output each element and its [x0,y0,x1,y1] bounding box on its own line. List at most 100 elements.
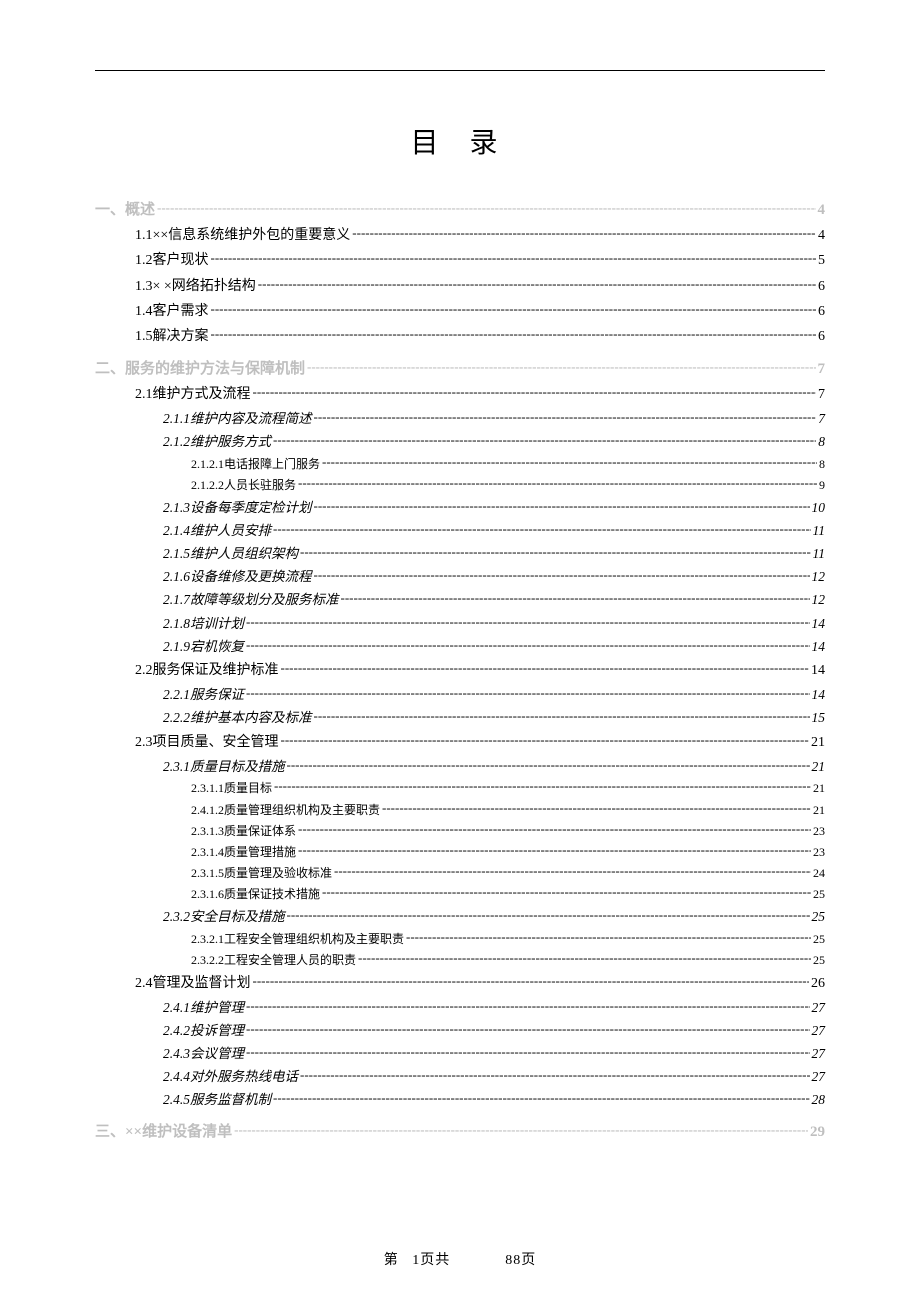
toc-row: 2.4.1维护管理 27 [95,998,825,1014]
toc-page-number: 27 [812,1047,826,1061]
toc-label: 1.3× ×网络拓扑结构 [135,280,256,294]
toc-row: 2.1.6设备维修及更换流程 12 [95,568,825,584]
toc-page-number: 6 [818,330,825,344]
toc-row: 2.3.2.1工程安全管理组织机构及主要职责 25 [95,931,825,945]
toc-label: 2.2.1服务保证 [163,688,244,702]
toc-label: 2.3.1.3质量保证体系 [191,825,296,837]
toc-label: 2.3.1.1质量目标 [191,782,272,794]
toc-page-number: 14 [811,664,825,678]
toc-page-number: 14 [812,688,826,702]
toc-label: 2.1.2维护服务方式 [163,435,271,449]
toc-page-number: 8 [819,458,825,470]
toc-row: 2.3.1.3质量保证体系 23 [95,823,825,837]
toc-row: 2.3.1质量目标及措施 21 [95,757,825,773]
toc-page-number: 29 [810,1125,825,1140]
toc-page-number: 25 [813,933,825,945]
toc-label: 2.4管理及监督计划 [135,977,251,991]
toc-row: 2.3.1.6质量保证技术措施 25 [95,886,825,900]
toc-label: 2.4.1维护管理 [163,1001,244,1015]
toc-leader [253,384,817,398]
toc-label: 二、服务的维护方法与保障机制 [95,362,305,377]
toc-page-number: 23 [813,825,825,837]
toc-leader [322,456,817,468]
toc-page-number: 24 [813,867,825,879]
toc-page-number: 8 [818,435,825,449]
toc-leader [406,931,811,943]
toc-label: 2.3.1质量目标及措施 [163,760,285,774]
footer-mid2: 页 [521,1253,536,1268]
toc-page-number: 27 [812,1070,826,1084]
toc-leader [298,844,811,856]
toc-page-number: 10 [812,501,826,515]
toc-row: 2.1.2.1电话报障上门服务 8 [95,456,825,470]
toc-row: 2.4.5服务监督机制 28 [95,1091,825,1107]
toc-page-number: 21 [813,804,825,816]
toc-page-number: 7 [818,412,825,426]
toc-label: 2.3.1.5质量管理及验收标准 [191,867,332,879]
toc-row: 2.1维护方式及流程 7 [95,384,825,402]
toc-leader [300,1068,810,1082]
toc-label: 2.1.2.1电话报障上门服务 [191,458,320,470]
toc-row: 2.1.9宕机恢复 14 [95,637,825,653]
toc-label: 2.1.5维护人员组织架构 [163,547,298,561]
toc-label: 2.3.2安全目标及措施 [163,910,285,924]
toc-row: 2.2.1服务保证 14 [95,686,825,702]
toc-leader [314,409,817,423]
toc-row: 2.1.5维护人员组织架构 11 [95,544,825,560]
toc-row: 2.1.2维护服务方式 8 [95,433,825,449]
toc-page-number: 27 [812,1001,826,1015]
footer-prefix: 第 [384,1253,399,1268]
toc-row: 2.4.3会议管理 27 [95,1045,825,1061]
toc-leader [157,199,815,214]
toc-row: 2.3.2.2工程安全管理人员的职责 25 [95,952,825,966]
toc-row: 2.1.4维护人员安排 11 [95,521,825,537]
toc-page-number: 12 [812,570,826,584]
toc-label: 1.4客户需求 [135,305,209,319]
toc-leader [246,1021,810,1035]
toc-page-number: 14 [812,617,826,631]
toc-page-number: 21 [813,782,825,794]
toc-leader [300,544,811,558]
toc-leader [211,301,817,315]
toc-row: 2.2服务保证及维护标准 14 [95,660,825,678]
toc-label: 2.1.2.2人员长驻服务 [191,479,296,491]
toc-leader [258,276,816,290]
toc-leader [298,823,811,835]
toc-row: 2.3项目质量、安全管理 21 [95,732,825,750]
toc-leader [274,780,811,792]
toc-page-number: 4 [818,229,825,243]
toc-row: 二、服务的维护方法与保障机制 7 [95,358,825,377]
toc-row: 三、××维护设备清单 29 [95,1121,825,1140]
toc-page-number: 25 [812,910,826,924]
toc-leader [314,498,810,512]
toc-label: 2.1.4维护人员安排 [163,524,271,538]
toc-label: 2.2服务保证及维护标准 [135,664,279,678]
toc-page-number: 9 [819,479,825,491]
toc-leader [298,477,817,489]
toc-leader [281,660,810,674]
footer-mid1: 页共 [420,1253,450,1268]
toc-leader [281,732,810,746]
toc-label: 2.1.9宕机恢复 [163,640,244,654]
toc-leader [287,907,810,921]
page-title: 目 录 [95,121,825,161]
toc-row: 2.1.2.2人员长驻服务 9 [95,477,825,491]
toc-page-number: 6 [818,280,825,294]
toc-leader [314,568,810,582]
toc-row: 1.3× ×网络拓扑结构 6 [95,276,825,294]
toc-label: 2.3.2.1工程安全管理组织机构及主要职责 [191,933,404,945]
toc-label: 1.2客户现状 [135,254,209,268]
toc-leader [341,591,810,605]
toc-label: 2.4.4对外服务热线电话 [163,1070,298,1084]
toc-page-number: 11 [813,524,826,538]
toc-row: 2.3.1.4质量管理措施 23 [95,844,825,858]
toc-leader [307,358,815,373]
toc-label: 2.4.3会议管理 [163,1047,244,1061]
toc-page-number: 27 [812,1024,826,1038]
top-rule [95,70,825,71]
toc-leader [273,433,816,447]
toc-row: 2.4管理及监督计划 26 [95,973,825,991]
toc-row: 1.1××信息系统维护外包的重要意义 4 [95,225,825,243]
toc-page-number: 26 [811,977,825,991]
toc-leader [358,952,811,964]
